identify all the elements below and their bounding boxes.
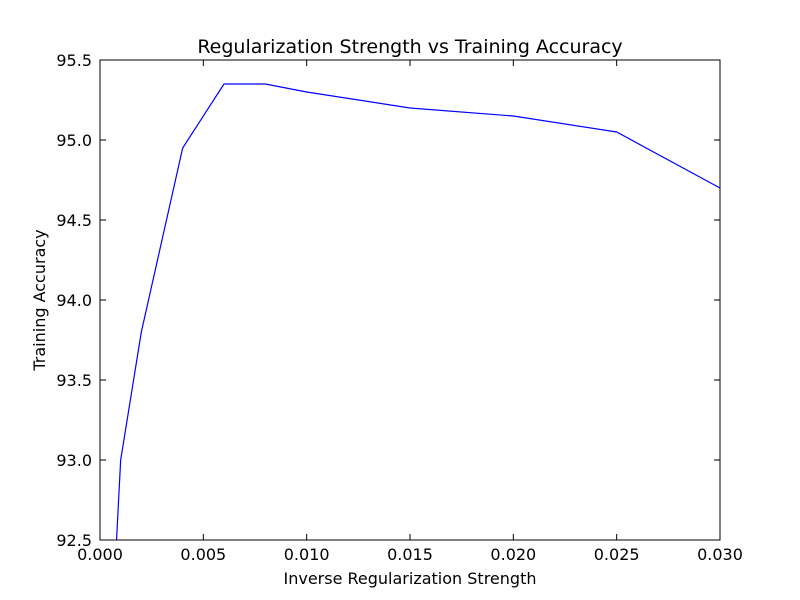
series-layer bbox=[115, 83, 721, 541]
y-tick-label: 95.5 bbox=[56, 51, 92, 70]
y-tick-label: 94.5 bbox=[56, 211, 92, 230]
y-tick-label: 93.0 bbox=[56, 451, 92, 470]
x-axis-label: Inverse Regularization Strength bbox=[284, 569, 537, 588]
y-tick-label: 92.5 bbox=[56, 531, 92, 550]
x-tick-label: 0.015 bbox=[387, 545, 433, 564]
y-axis-label: Training Accuracy bbox=[30, 229, 49, 371]
chart-title: Regularization Strength vs Training Accu… bbox=[197, 36, 622, 58]
x-tick-label: 0.025 bbox=[594, 545, 640, 564]
ticks-layer: 0.000 0.005 0.010 0.015 0.020 0.025 0.030 92.5 9… bbox=[56, 51, 743, 564]
y-tick-label: 93.5 bbox=[56, 371, 92, 390]
x-tick-label: 0.005 bbox=[180, 545, 226, 564]
x-tick-label: 0.030 bbox=[697, 545, 743, 564]
series-line bbox=[115, 83, 721, 541]
plot-frame bbox=[99, 59, 721, 541]
x-tick-label: 0.020 bbox=[490, 545, 536, 564]
plot-area: 0.000 0.005 0.010 0.015 0.020 0.025 0.030 92.5 9… bbox=[56, 51, 743, 564]
x-tick-label: 0.010 bbox=[284, 545, 330, 564]
y-tick-label: 94.0 bbox=[56, 291, 92, 310]
y-tick-label: 95.0 bbox=[56, 131, 92, 150]
x-tick-label: 0.000 bbox=[77, 545, 123, 564]
